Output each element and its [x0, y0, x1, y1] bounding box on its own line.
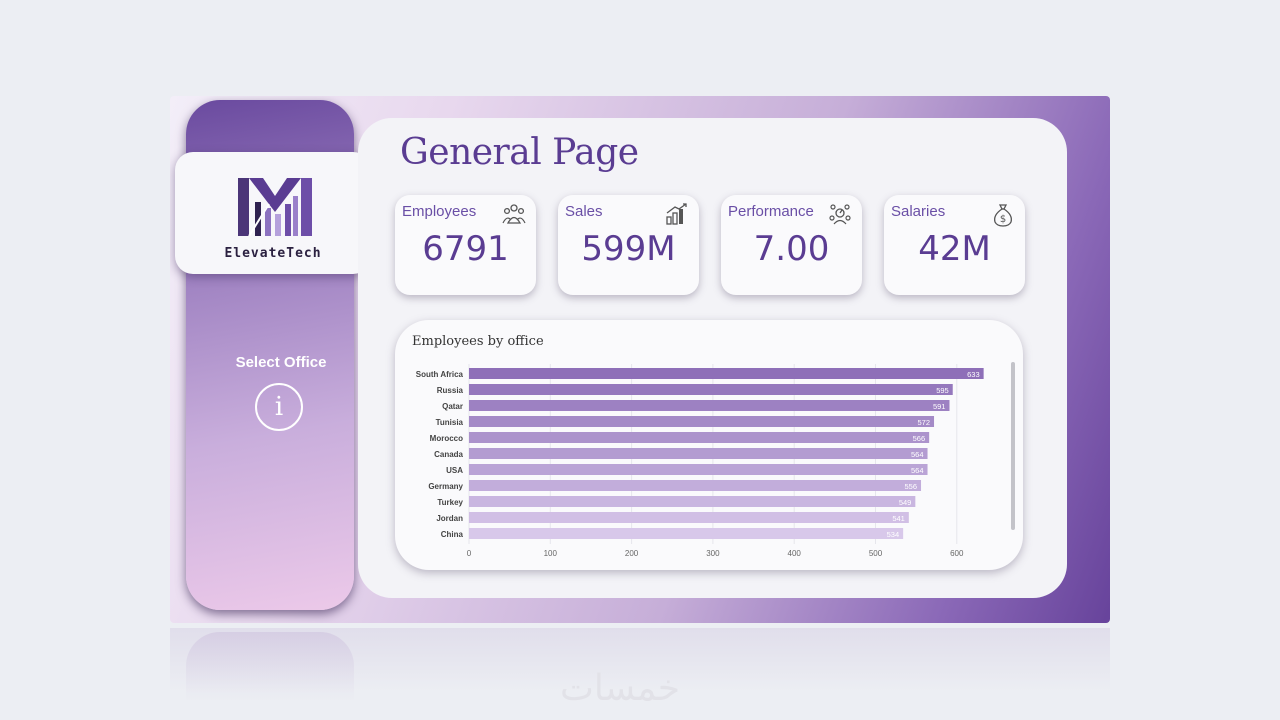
kpi-label: Employees [402, 203, 477, 220]
data-label: 633 [967, 370, 980, 379]
category-label: Tunisia [436, 418, 464, 427]
watermark: خمسات [560, 668, 681, 709]
category-label: Morocco [430, 434, 463, 443]
money-bag-icon: $ [994, 204, 1012, 227]
bar [469, 416, 935, 427]
elevatetech-logo-icon [238, 178, 312, 237]
bar [469, 528, 904, 539]
data-label: 541 [892, 514, 905, 523]
chart-title: Employees by office [412, 334, 544, 349]
kpi-value: 7.00 [753, 229, 830, 269]
category-label: Canada [434, 450, 463, 459]
frame-reflection [170, 628, 1110, 720]
kpi-value: 6791 [422, 229, 509, 269]
bar [469, 496, 916, 507]
data-label: 564 [911, 466, 924, 475]
info-button[interactable]: i [255, 383, 303, 431]
x-tick-label: 300 [706, 549, 720, 558]
x-tick-label: 200 [625, 549, 639, 558]
kpi-label: Sales [565, 203, 603, 220]
bar [469, 432, 930, 443]
x-tick-label: 600 [950, 549, 964, 558]
data-label: 572 [918, 418, 931, 427]
bar [469, 464, 928, 475]
x-tick-label: 400 [788, 549, 802, 558]
x-tick-label: 0 [467, 549, 472, 558]
kpi-value: 599M [581, 229, 676, 269]
bar [469, 400, 950, 411]
team-gauge-icon [829, 204, 851, 225]
category-label: South Africa [416, 370, 464, 379]
data-label: 566 [913, 434, 926, 443]
brand-name: ElevateTech [224, 246, 322, 261]
category-label: Germany [428, 482, 463, 491]
logo-card: ElevateTech [175, 152, 371, 274]
category-label: Qatar [442, 402, 463, 411]
people-group-icon [502, 204, 526, 224]
data-label: 591 [933, 402, 946, 411]
x-tick-label: 100 [544, 549, 558, 558]
sidebar-reflection [186, 632, 354, 720]
page-title: General Page [400, 132, 639, 173]
svg-text:$: $ [1000, 214, 1006, 225]
bar [469, 384, 953, 395]
kpi-value: 42M [918, 229, 991, 269]
category-label: Jordan [436, 514, 463, 523]
bar-growth-icon [666, 203, 687, 225]
main-panel: General Page Employees 6791 Sales [358, 118, 1067, 598]
select-office-label: Select Office [235, 354, 327, 371]
bar [469, 368, 984, 379]
category-label: Turkey [437, 498, 463, 507]
data-label: 534 [887, 530, 900, 539]
employees-by-office-chart: Employees by office 0 100 200 300 400 500 600 S… [395, 320, 1023, 570]
bar [469, 512, 909, 523]
data-label: 556 [905, 482, 918, 491]
bar-chart-svg: 0 100 200 300 400 500 600 South Africa 633 Russia… [416, 364, 984, 558]
data-label: 595 [936, 386, 949, 395]
data-label: 549 [899, 498, 912, 507]
bar [469, 448, 928, 459]
kpi-card-sales[interactable]: Sales 599M [558, 195, 699, 295]
x-tick-label: 500 [869, 549, 883, 558]
category-label: USA [446, 466, 463, 475]
kpi-card-salaries[interactable]: Salaries $ 42M [884, 195, 1025, 295]
category-label: China [441, 530, 464, 539]
category-label: Russia [437, 386, 464, 395]
kpi-label: Performance [728, 203, 814, 220]
chart-scrollbar[interactable] [1011, 362, 1015, 530]
kpi-card-performance[interactable]: Performance 7.00 [721, 195, 862, 295]
kpi-label: Salaries [891, 203, 946, 220]
bar [469, 480, 922, 491]
data-label: 564 [911, 450, 924, 459]
kpi-card-employees[interactable]: Employees 6791 [395, 195, 536, 295]
dashboard-frame: Select Office i ElevateTech General Page… [170, 96, 1110, 623]
